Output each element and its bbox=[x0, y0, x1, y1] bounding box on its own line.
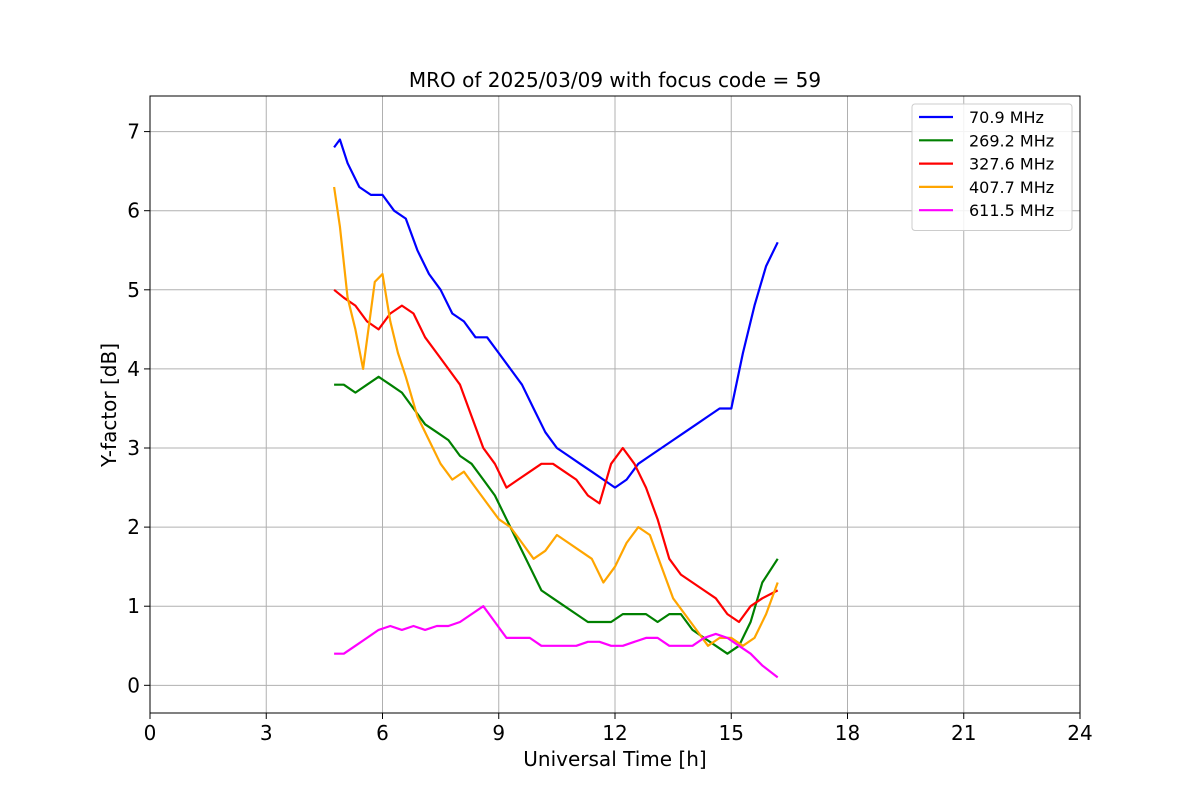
legend-label: 70.9 MHz bbox=[969, 108, 1044, 127]
x-tick-label: 12 bbox=[602, 721, 627, 745]
x-tick-label: 9 bbox=[492, 721, 505, 745]
x-axis-title: Universal Time [h] bbox=[523, 747, 706, 771]
y-tick-label: 5 bbox=[127, 278, 140, 302]
y-tick-label: 0 bbox=[127, 673, 140, 697]
series-layer bbox=[333, 138, 779, 679]
x-tick-label: 0 bbox=[144, 721, 157, 745]
series-line-3 bbox=[333, 186, 779, 647]
y-tick-label: 7 bbox=[127, 120, 140, 144]
x-tick-label: 6 bbox=[376, 721, 389, 745]
legend-label: 611.5 MHz bbox=[969, 201, 1054, 220]
chart-title: MRO of 2025/03/09 with focus code = 59 bbox=[409, 68, 821, 92]
y-tick-label: 3 bbox=[127, 436, 140, 460]
series-line-1 bbox=[334, 375, 779, 655]
y-tick-label: 6 bbox=[127, 199, 140, 223]
y-tick-label: 1 bbox=[127, 594, 140, 618]
x-tick-label: 21 bbox=[951, 721, 976, 745]
series-line-4 bbox=[334, 605, 779, 679]
legend-label: 327.6 MHz bbox=[969, 155, 1054, 174]
x-tick-label: 24 bbox=[1067, 721, 1092, 745]
legend-box bbox=[911, 103, 1073, 231]
y-tick-label: 4 bbox=[127, 357, 140, 381]
y-axis-title: Y-factor [dB] bbox=[97, 343, 121, 468]
series-line-0 bbox=[333, 138, 779, 489]
x-tick-label: 18 bbox=[835, 721, 860, 745]
y-tick-label: 2 bbox=[127, 515, 140, 539]
series-line-2 bbox=[333, 288, 779, 624]
x-tick-label: 3 bbox=[260, 721, 273, 745]
legend-label: 407.7 MHz bbox=[969, 178, 1054, 197]
x-tick-label: 15 bbox=[719, 721, 744, 745]
legend: 70.9 MHz 269.2 MHz 327.6 MHz 407.7 MHz 611.5… bbox=[911, 103, 1073, 231]
legend-label: 269.2 MHz bbox=[969, 131, 1054, 150]
